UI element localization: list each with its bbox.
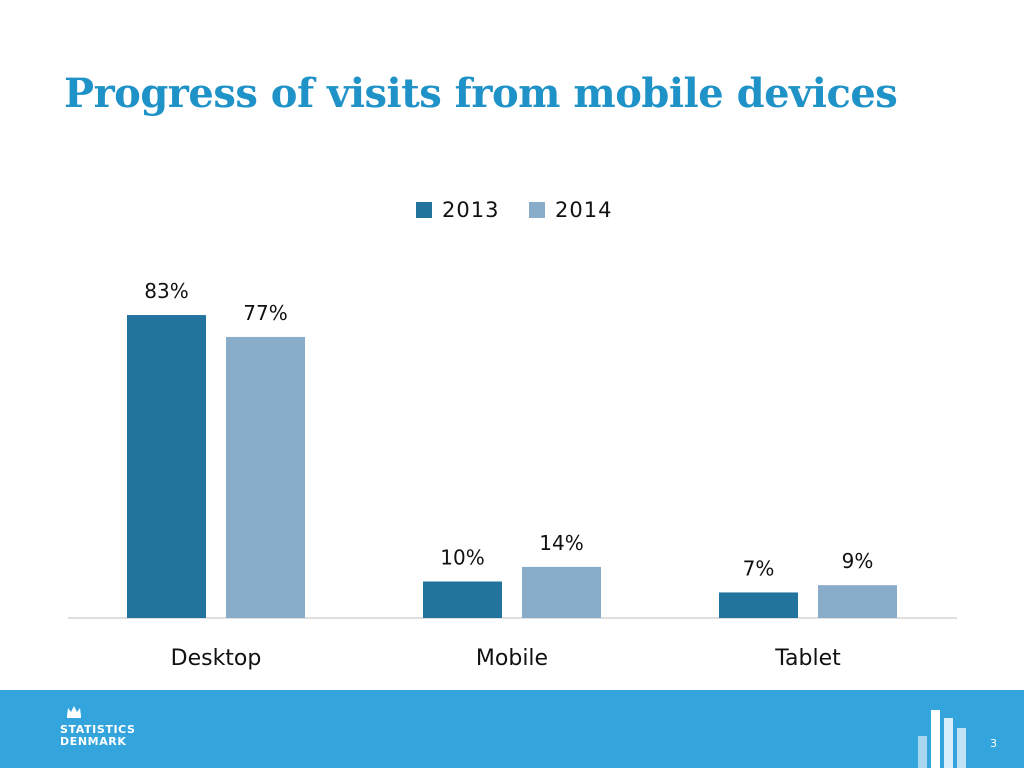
footer-bar: STATISTICS DENMARK 3 xyxy=(0,690,1024,768)
bars-group xyxy=(127,315,897,618)
category-label-desktop: Desktop xyxy=(171,646,262,671)
statistics-denmark-logo: STATISTICS DENMARK xyxy=(60,704,150,754)
category-labels-group: Desktop Mobile Tablet xyxy=(171,646,841,671)
slide-title: Progress of visits from mobile devices xyxy=(64,70,898,117)
bar-mobile-2013 xyxy=(423,581,502,618)
legend-label-2013: 2013 xyxy=(442,198,499,222)
category-label-tablet: Tablet xyxy=(774,646,841,671)
page-number: 3 xyxy=(990,737,997,750)
legend-label-2014: 2014 xyxy=(555,198,612,222)
data-label-desktop-2014: 77% xyxy=(243,301,287,325)
bar-tablet-2014 xyxy=(818,585,897,618)
bar-mark-icon xyxy=(918,710,966,768)
legend-swatch-2014 xyxy=(529,202,545,218)
data-label-desktop-2013: 83% xyxy=(144,279,188,303)
logo-text: STATISTICS DENMARK xyxy=(60,724,136,748)
data-label-tablet-2014: 9% xyxy=(842,549,874,573)
bar-mobile-2014 xyxy=(522,566,601,618)
data-label-mobile-2014: 14% xyxy=(539,531,583,555)
bar-tablet-2013 xyxy=(719,592,798,618)
crown-icon xyxy=(67,706,81,718)
logo-line-2: DENMARK xyxy=(60,735,127,748)
logo-line-1: STATISTICS xyxy=(60,723,136,736)
legend-swatch-2013 xyxy=(416,202,432,218)
bar-desktop-2013 xyxy=(127,315,206,618)
bar-chart: 2013 2014 83% 77% 10% 14% 7% 9% Desktop Mobile… xyxy=(68,198,957,671)
data-label-mobile-2013: 10% xyxy=(440,546,484,570)
bar-desktop-2014 xyxy=(226,336,305,618)
category-label-mobile: Mobile xyxy=(476,646,548,671)
bar-labels-group: 83% 77% 10% 14% 7% 9% xyxy=(144,279,873,580)
data-label-tablet-2013: 7% xyxy=(743,556,775,580)
chart-legend: 2013 2014 xyxy=(416,198,612,222)
